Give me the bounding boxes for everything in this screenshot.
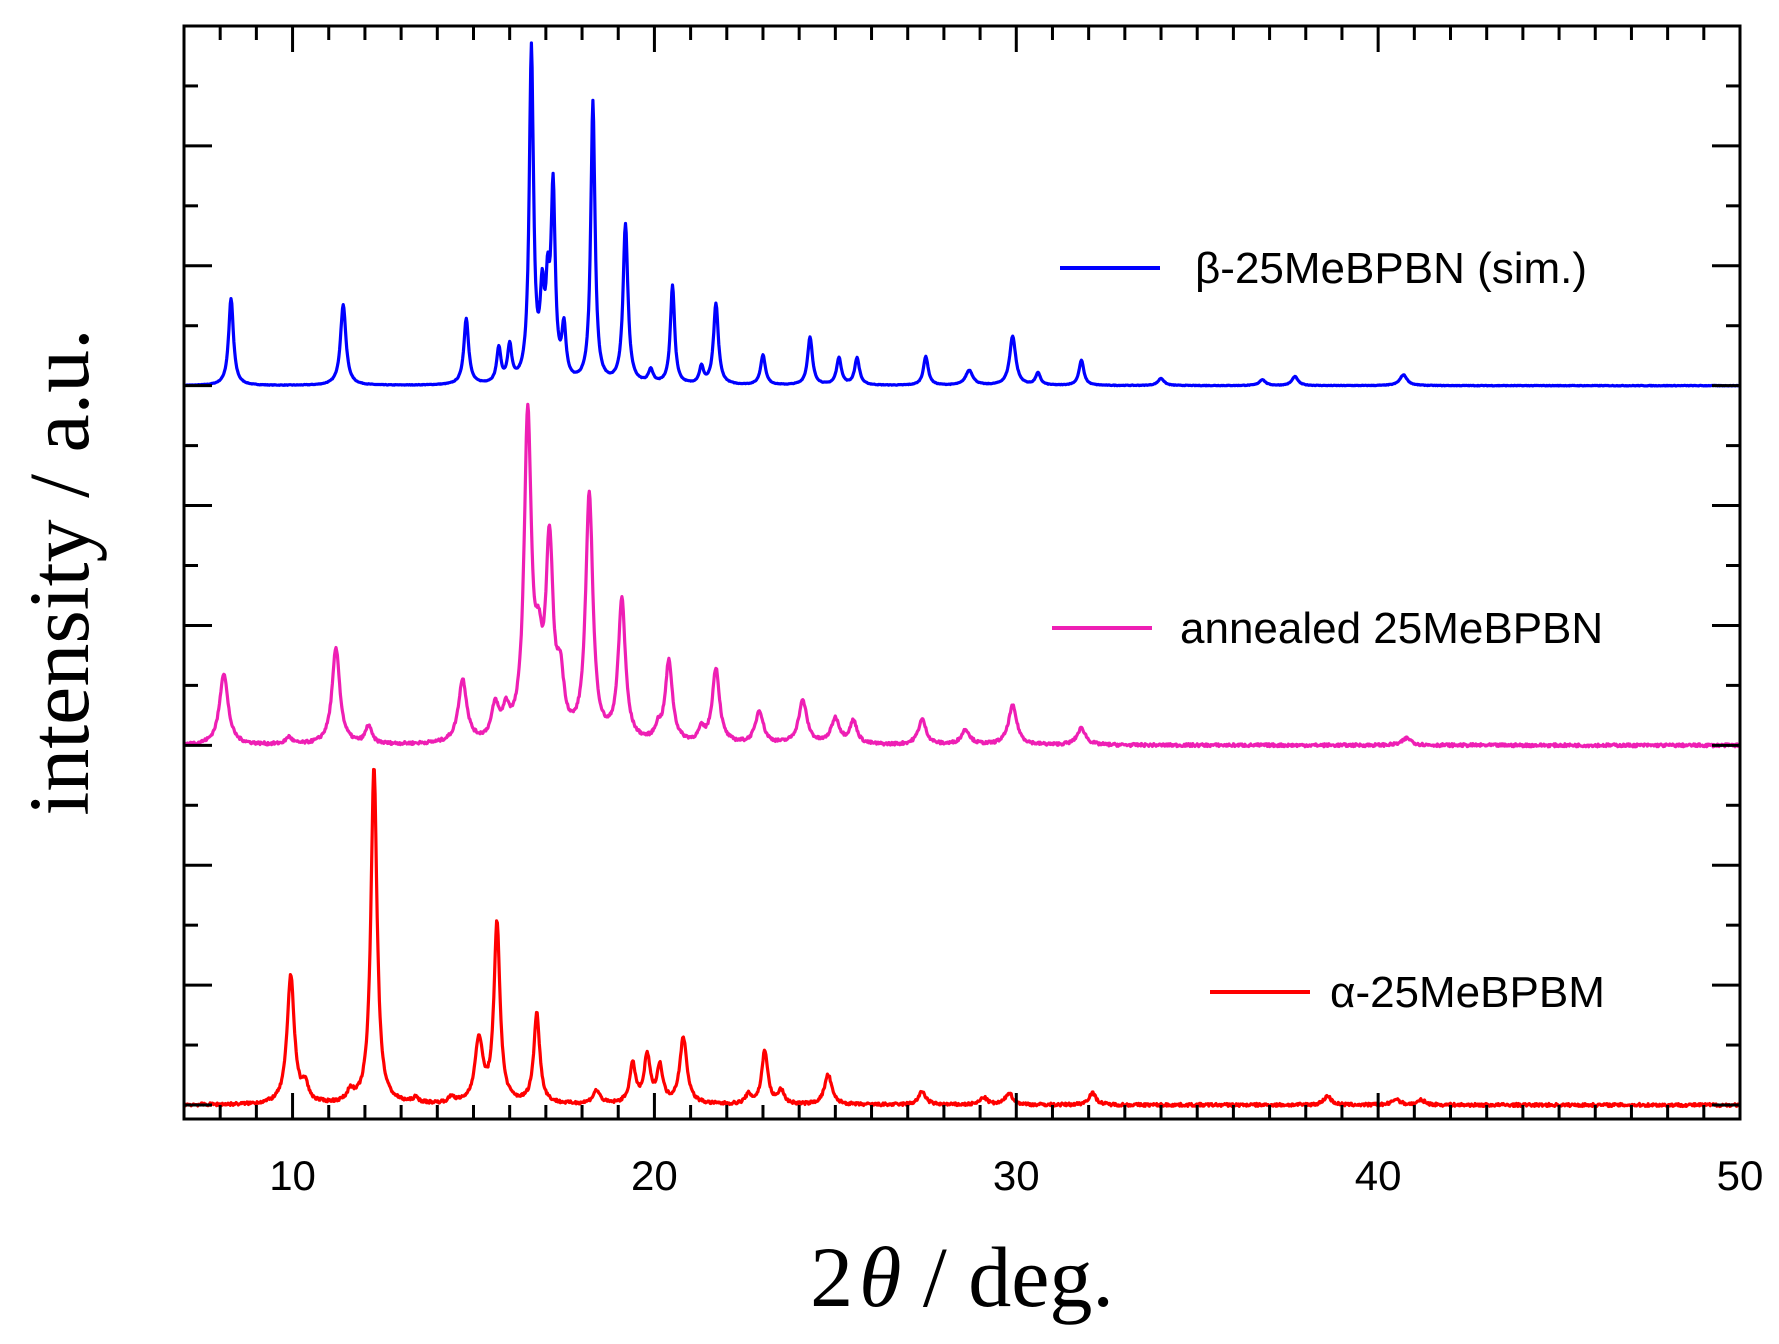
ticks-group — [184, 24, 1742, 1119]
legend-label-1: annealed 25MeBPBN — [1180, 604, 1603, 653]
y-axis-title: intensity / a.u. — [11, 328, 107, 815]
x-axis-title-number: 2 — [810, 1229, 853, 1325]
x-tick-label: 30 — [993, 1152, 1040, 1199]
legend-label-2: α-25MeBPBM — [1330, 968, 1605, 1017]
series-line-2 — [183, 767, 1741, 1109]
plot-frame — [182, 24, 1742, 1121]
x-tick-label: 20 — [631, 1152, 678, 1199]
series-group — [182, 41, 1742, 1109]
x-axis-title-theta: θ — [859, 1229, 901, 1325]
x-tick-labels: 10 20 30 40 50 — [269, 1152, 1763, 1199]
x-tick-label: 10 — [269, 1152, 316, 1199]
x-axis-title: 2θ / deg. — [810, 1229, 1114, 1325]
legend-label-0: β-25MeBPBN (sim.) — [1195, 244, 1587, 293]
legend: β-25MeBPBN (sim.) annealed 25MeBPBN α-25Me… — [1052, 244, 1605, 1017]
series-line-1 — [182, 402, 1742, 749]
x-tick-label: 50 — [1717, 1152, 1764, 1199]
series-line-0 — [183, 41, 1741, 388]
x-axis-title-unit: / deg. — [901, 1229, 1114, 1325]
x-tick-label: 40 — [1355, 1152, 1402, 1199]
